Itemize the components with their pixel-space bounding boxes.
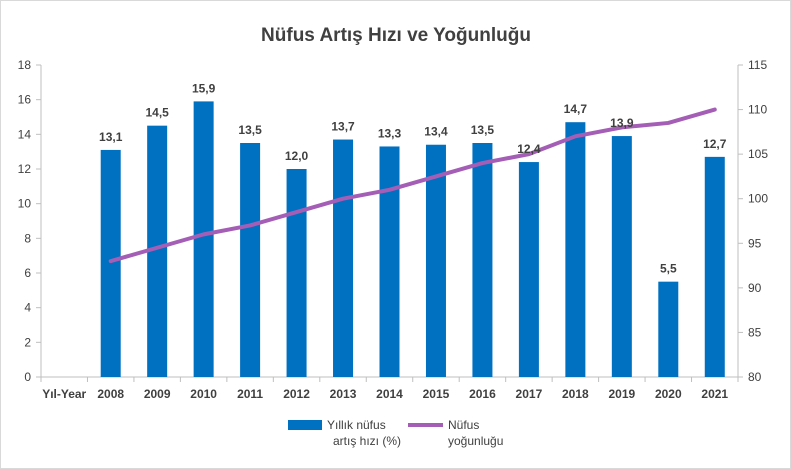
bar — [193, 101, 214, 378]
bar — [379, 146, 400, 377]
x-tick-label: 2012 — [283, 387, 310, 401]
y-right-tick-label: 85 — [748, 325, 762, 339]
x-tick-label: 2016 — [469, 387, 496, 401]
bar — [658, 281, 679, 377]
bar — [240, 143, 261, 377]
x-tick-label: 2011 — [237, 387, 263, 401]
chart-title: Nüfus Artış Hızı ve Yoğunluğu — [261, 25, 531, 46]
bar — [472, 143, 493, 377]
legend-swatch-bar — [288, 420, 322, 430]
bar-data-label: 5,5 — [660, 262, 677, 276]
bar-data-label: 14,7 — [564, 102, 588, 116]
x-tick-label: 2017 — [516, 387, 543, 401]
bar-data-label: 13,4 — [424, 125, 448, 139]
x-tick-label: 2008 — [97, 387, 124, 401]
x-tick-label: 2013 — [330, 387, 357, 401]
bar — [425, 144, 446, 377]
bar-data-label: 13,1 — [99, 130, 123, 144]
y-left-tick-label: 12 — [18, 162, 32, 176]
x-tick-label: 2021 — [701, 387, 728, 401]
y-left-tick-label: 10 — [18, 197, 32, 211]
x-tick-label: 2015 — [423, 387, 450, 401]
y-left-tick-label: 6 — [24, 266, 31, 280]
y-right-tick-label: 95 — [748, 236, 762, 250]
y-left-tick-label: 16 — [18, 93, 32, 107]
bar-data-label: 14,5 — [145, 106, 169, 120]
y-right-tick-label: 100 — [748, 192, 768, 206]
y-right-tick-label: 90 — [748, 281, 762, 295]
x-axis-label: Yıl-Year — [42, 387, 86, 401]
legend-label-line-line1: Nüfus — [448, 418, 479, 432]
bar-data-label: 12,0 — [285, 149, 309, 163]
legend-label-bar-line1: Yıllık nüfus — [327, 418, 386, 432]
x-tick-label: 2009 — [144, 387, 171, 401]
y-left-tick-label: 8 — [24, 231, 31, 245]
bar — [147, 125, 168, 378]
bar-data-label: 13,3 — [378, 126, 402, 140]
y-left-tick-label: 14 — [18, 127, 32, 141]
axes-group: 0 2 4 6 8 10 12 14 16 18 80 85 90 95 100 105 110 115 Yıl-Y… — [18, 58, 769, 401]
bar-data-label: 12,7 — [703, 137, 727, 151]
y-left-tick-label: 2 — [24, 335, 31, 349]
data-labels-group: 13,1 14,5 15,9 13,5 12,0 13,7 13,3 13,4 13,5 12,4… — [99, 81, 727, 275]
y-left-tick-label: 4 — [24, 301, 31, 315]
bar-data-label: 13,9 — [610, 116, 634, 130]
bar — [565, 122, 586, 377]
bar-data-label: 13,7 — [331, 120, 355, 134]
bar-data-label: 13,5 — [471, 123, 495, 137]
bars-group — [100, 101, 725, 378]
bar — [286, 169, 307, 377]
bar — [100, 149, 121, 377]
y-right-tick-label: 80 — [748, 370, 762, 384]
bar-data-label: 13,5 — [238, 123, 262, 137]
y-right-tick-label: 115 — [748, 58, 767, 72]
legend-label-bar-line2: artış hızı (%) — [333, 434, 401, 448]
x-tick-label: 2010 — [190, 387, 217, 401]
y-right-tick-label: 110 — [748, 103, 767, 117]
bar — [704, 156, 725, 377]
x-tick-label: 2014 — [376, 387, 403, 401]
x-tick-label: 2019 — [608, 387, 635, 401]
y-left-tick-label: 0 — [24, 370, 31, 384]
x-tick-label: 2018 — [562, 387, 589, 401]
bar — [611, 136, 632, 377]
y-left-tick-label: 18 — [18, 58, 32, 72]
legend-label-line-line2: yoğunluğu — [448, 434, 503, 448]
bar — [333, 139, 354, 377]
bar-data-label: 15,9 — [192, 81, 216, 95]
line-series-path — [108, 107, 717, 264]
x-tick-label: 2020 — [655, 387, 682, 401]
legend: Yıllık nüfus artış hızı (%) Nüfus yoğunl… — [288, 418, 503, 448]
bar — [518, 162, 539, 377]
bar-data-label: 12,4 — [517, 142, 541, 156]
y-right-tick-label: 105 — [748, 147, 768, 161]
line-series-group — [108, 107, 717, 264]
